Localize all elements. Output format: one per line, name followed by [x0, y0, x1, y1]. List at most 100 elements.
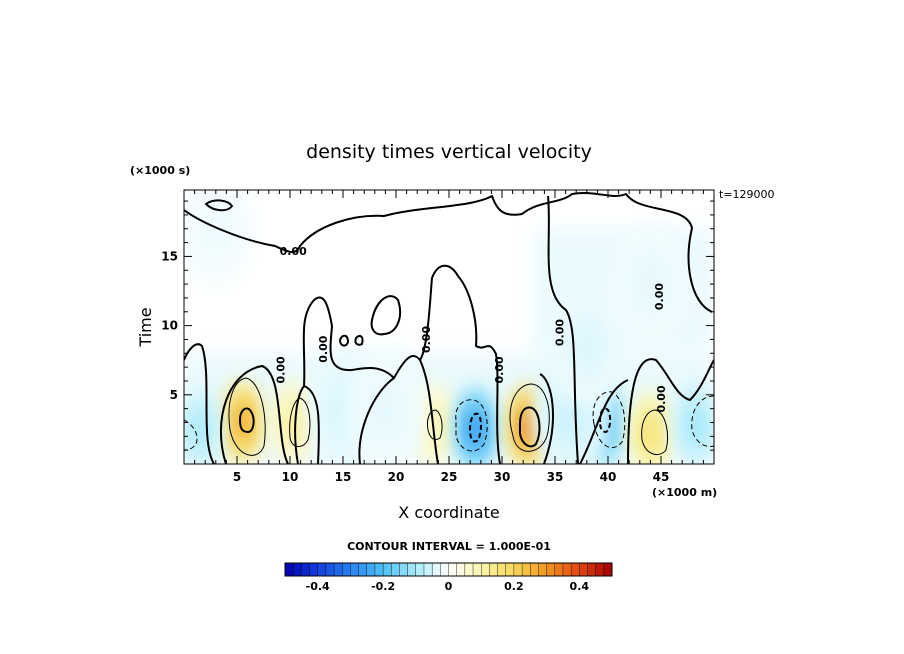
x-tick: 45 — [653, 190, 670, 484]
colorbar-cell — [546, 562, 556, 577]
colorbar-cell — [333, 562, 343, 577]
colorbar-cell — [391, 562, 400, 577]
x-axis-ticks: 5 10 15 20 25 30 35 40 45 — [194, 190, 704, 484]
contour-label: 0.00 — [280, 245, 307, 258]
x-tick: 15 — [335, 190, 352, 484]
colorbar-cell — [350, 562, 360, 577]
colorbar-cell — [440, 562, 450, 577]
x-tick: 25 — [441, 190, 458, 484]
neg-contour-27-02 — [469, 412, 482, 443]
pos-contour-32-02 — [519, 406, 541, 448]
zero-contour-island-c — [339, 334, 349, 347]
y-unit-label: (×1000 s) — [130, 164, 190, 177]
x-tick-label: 30 — [494, 470, 511, 484]
field-anomaly — [184, 190, 256, 289]
colorbar-cell — [366, 562, 376, 577]
zero-contour-island-d — [354, 335, 364, 346]
contour-label: 0.00 — [655, 385, 668, 412]
x-tick-label: 10 — [282, 470, 299, 484]
colorbar-cell — [292, 562, 302, 577]
colorbar-cell — [284, 562, 294, 577]
x-unit-label: (×1000 m) — [652, 486, 717, 499]
colorbar-cell — [472, 562, 482, 577]
colorbar-cell — [448, 562, 458, 577]
chart-title: density times vertical velocity — [306, 141, 592, 163]
contour-label: 0.00 — [420, 326, 433, 353]
y-axis-ticks: 5 10 15 — [161, 200, 714, 451]
y-tick: 5 — [170, 388, 714, 402]
y-axis-label: Time — [136, 307, 155, 347]
x-tick-label: 45 — [653, 470, 670, 484]
zero-contour-central — [184, 264, 501, 464]
colorbar-cell — [342, 562, 351, 577]
colorbar-cell — [505, 562, 515, 577]
zero-contour-east — [547, 195, 714, 464]
colorbar-cell — [456, 562, 466, 577]
contour-lines — [184, 192, 714, 464]
contour-label: 0.00 — [317, 335, 330, 362]
colorbar-cell — [595, 562, 605, 577]
pos-contour-44 — [641, 409, 669, 456]
zero-contour-lobes — [303, 359, 629, 464]
contour-label: 0.00 — [553, 319, 566, 346]
contour-label: 0.00 — [653, 283, 666, 310]
neg-contour-east — [691, 395, 714, 447]
contour-label: 0.00 — [493, 356, 506, 383]
colorbar-cell — [562, 562, 572, 577]
x-tick-label: 20 — [388, 470, 405, 484]
zero-contour-upper — [184, 192, 713, 313]
colorbar-cell — [358, 562, 368, 577]
timestamp-label: t=129000 — [719, 188, 775, 201]
x-tick: 5 — [233, 190, 241, 484]
neg-contour-39 — [592, 391, 626, 448]
colorbar-cell — [423, 562, 433, 577]
colorbar-cell — [464, 562, 474, 577]
colorbar-tick-label: 0.4 — [570, 580, 590, 593]
colorbar-cell — [325, 562, 335, 577]
x-tick-label: 25 — [441, 470, 458, 484]
y-tick-label: 5 — [170, 388, 178, 402]
colorbar-tick-label: -0.4 — [306, 580, 330, 593]
zero-contour-island-b — [205, 199, 233, 212]
x-tick: 30 — [494, 190, 511, 484]
zero-contour-island-a — [370, 295, 402, 336]
colorbar-cell — [481, 562, 490, 577]
pos-contour-23 — [427, 409, 443, 441]
colorbar-cell — [301, 562, 311, 577]
color-field — [184, 190, 714, 464]
colorbar-cell — [415, 562, 425, 577]
colorbar-cell — [579, 562, 588, 577]
colorbar-cell — [570, 562, 580, 577]
y-tick: 15 — [161, 249, 714, 263]
colorbar-cell — [513, 562, 523, 577]
colorbar-cell — [554, 562, 564, 577]
colorbar-cell — [521, 562, 531, 577]
field-anomaly — [546, 286, 627, 407]
colorbar-tick-label: -0.2 — [371, 580, 395, 593]
colorbar-frame — [284, 562, 613, 577]
colorbar-cell — [309, 562, 319, 577]
x-tick: 10 — [282, 190, 299, 484]
x-axis-label: X coordinate — [398, 503, 499, 522]
pos-contour-32 — [509, 383, 550, 452]
contour-labels: 0.00 0.00 0.00 0.00 0.00 0.00 0.00 0.00 — [275, 245, 669, 412]
neg-contour-27 — [455, 399, 488, 452]
contour-label: 0.00 — [275, 356, 288, 383]
colorbar — [284, 562, 613, 577]
pos-contour-5 — [228, 377, 266, 456]
pos-contour-10 — [289, 397, 311, 447]
colorbar-cell — [530, 562, 539, 577]
contour-interval-label: CONTOUR INTERVAL = 1.000E-01 — [347, 540, 551, 553]
colorbar-cell — [489, 562, 499, 577]
x-tick-label: 15 — [335, 470, 352, 484]
x-tick: 40 — [600, 190, 617, 484]
colorbar-cell — [587, 562, 597, 577]
x-tick-label: 35 — [547, 470, 564, 484]
colorbar-tick-label: 0 — [445, 580, 453, 593]
colorbar-tick-label: 0.2 — [504, 580, 524, 593]
colorbar-cell — [407, 562, 417, 577]
field-anomaly — [345, 351, 426, 464]
colorbar-cell — [431, 562, 441, 577]
x-tick-label: 40 — [600, 470, 617, 484]
